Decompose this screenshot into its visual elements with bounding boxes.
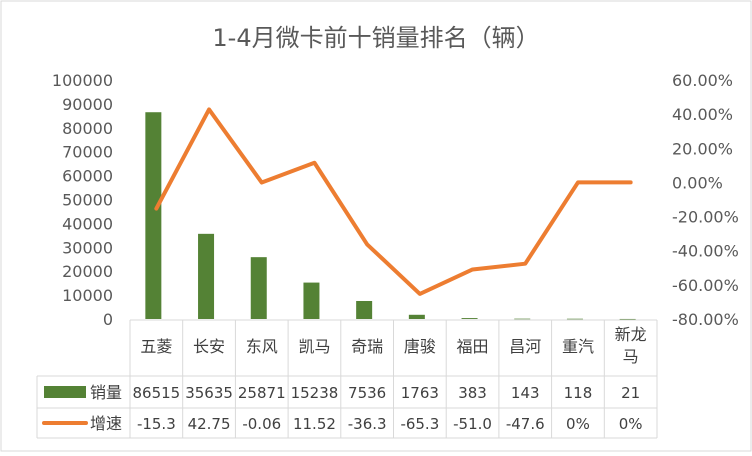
bar	[251, 257, 267, 319]
bar-data-label: 143	[511, 384, 540, 402]
bar	[198, 234, 214, 319]
left-tick-label: 20000	[62, 262, 113, 281]
bar-data-label: 15238	[291, 384, 339, 402]
left-tick-label: 10000	[62, 286, 113, 305]
bar	[145, 112, 161, 319]
bar-data-label: 35635	[185, 384, 233, 402]
category-label: 五菱	[140, 337, 172, 356]
bar	[462, 318, 478, 319]
left-tick-label: 100000	[52, 71, 113, 90]
right-tick-label: -80.00%	[672, 310, 739, 329]
bar-data-label: 21	[621, 384, 640, 402]
bar	[303, 283, 319, 319]
line-data-label: 42.75	[188, 415, 231, 433]
line-data-label: 11.52	[293, 415, 336, 433]
line-data-label: 0%	[566, 415, 590, 433]
line-data-label: -0.06	[242, 415, 281, 433]
category-label: 昌河	[509, 337, 541, 356]
right-tick-label: 60.00%	[672, 71, 733, 90]
left-tick-label: 70000	[62, 143, 113, 162]
right-tick-label: 0.00%	[672, 173, 723, 192]
bar-data-label: 383	[458, 384, 487, 402]
category-label: 重汽	[562, 337, 594, 356]
right-tick-label: -40.00%	[672, 242, 739, 261]
right-tick-label: -20.00%	[672, 208, 739, 227]
left-tick-label: 50000	[62, 191, 113, 210]
line-data-label: -51.0	[453, 415, 492, 433]
line-data-label: -36.3	[348, 415, 387, 433]
bar-data-label: 7536	[348, 384, 386, 402]
right-tick-label: -60.00%	[672, 276, 739, 295]
line-data-label: 0%	[619, 415, 643, 433]
legend-label: 销量	[90, 383, 122, 402]
bar-data-label: 1763	[401, 384, 439, 402]
left-tick-label: 0	[103, 310, 113, 329]
category-label: 唐骏	[404, 337, 436, 356]
category-label: 凯马	[298, 337, 330, 356]
right-tick-label: 20.00%	[672, 139, 733, 158]
left-tick-label: 80000	[62, 119, 113, 138]
bar	[356, 301, 372, 319]
bar	[514, 319, 530, 320]
legend-label: 增速	[90, 414, 122, 433]
chart-title: 1-4月微卡前十销量排名（辆）	[212, 24, 539, 52]
category-label: 奇瑞	[351, 337, 383, 356]
bar	[620, 319, 636, 320]
bar	[409, 315, 425, 319]
left-tick-label: 60000	[62, 167, 113, 186]
bar	[567, 319, 583, 320]
right-tick-label: 40.00%	[672, 105, 733, 124]
line-data-label: -15.3	[137, 415, 176, 433]
line-data-label: -65.3	[400, 415, 439, 433]
legend-swatch-bar	[44, 386, 86, 398]
bar-data-label: 25871	[238, 384, 286, 402]
left-tick-label: 30000	[62, 238, 113, 257]
category-label: 东风	[246, 337, 278, 356]
left-tick-label: 90000	[62, 95, 113, 114]
left-tick-label: 40000	[62, 214, 113, 233]
category-label: 福田	[457, 337, 489, 356]
category-label: 长安	[193, 337, 225, 356]
line-data-label: -47.6	[506, 415, 545, 433]
bar-data-label: 118	[564, 384, 593, 402]
bar-data-label: 86515	[132, 384, 180, 402]
